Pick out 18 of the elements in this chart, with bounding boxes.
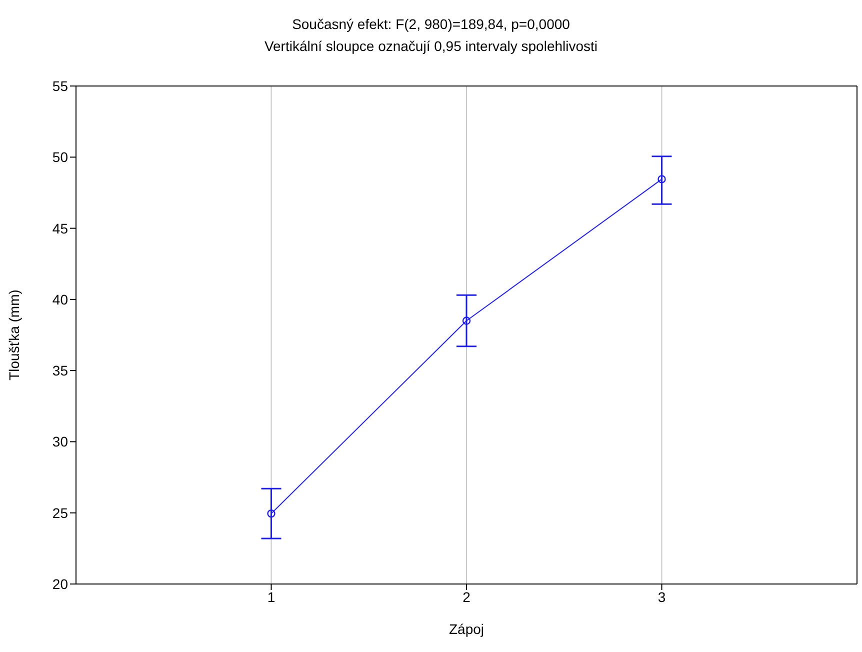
y-tick-label: 40: [52, 291, 68, 308]
chart-title: Současný efekt: F(2, 980)=189,84, p=0,0000: [291, 16, 571, 32]
point: [658, 175, 666, 184]
y-axis-title: Tloušťka (mm): [6, 290, 22, 380]
x-tick-label: 1: [267, 588, 276, 605]
y-tick-label: 20: [52, 576, 68, 592]
y-tick-label: 55: [52, 78, 68, 94]
y-tick-label: 30: [52, 434, 68, 450]
chart-subtitle: Vertikální sloupce označují 0,95 intervaly spolehlivosti: [263, 38, 599, 54]
x-axis-title: Zápoj: [448, 621, 484, 637]
x-tick-label: 2: [462, 588, 471, 605]
y-tick-label: 50: [52, 149, 68, 166]
x-tick-label: 3: [658, 588, 666, 605]
point: [462, 316, 471, 325]
y-tick-label: 25: [52, 504, 68, 521]
y-tick-label: 45: [52, 220, 68, 236]
y-tick-label: 35: [52, 362, 68, 379]
point: [267, 509, 276, 518]
